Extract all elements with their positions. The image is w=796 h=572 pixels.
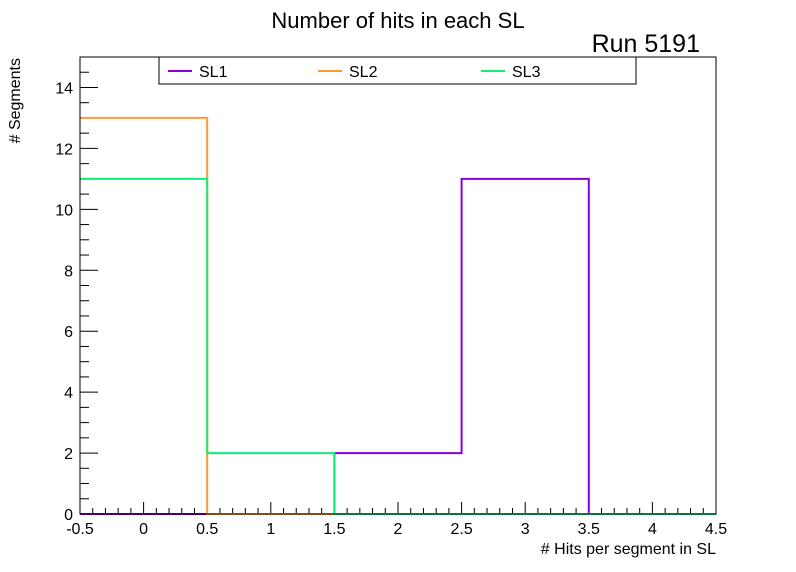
chart-title: Number of hits in each SL xyxy=(271,8,524,33)
legend-label: SL2 xyxy=(349,64,378,81)
x-tick-label: 0.5 xyxy=(196,521,218,538)
y-tick-label: 14 xyxy=(55,80,73,97)
x-tick-label: 3 xyxy=(521,521,530,538)
x-tick-label: 1 xyxy=(266,521,275,538)
y-tick-label: 12 xyxy=(55,141,73,158)
x-tick-label: 4.5 xyxy=(705,521,727,538)
x-tick-label: 2.5 xyxy=(450,521,472,538)
x-tick-label: 4 xyxy=(648,521,657,538)
y-tick-label: 6 xyxy=(64,324,73,341)
x-tick-label: 2 xyxy=(394,521,403,538)
y-tick-label: 4 xyxy=(64,385,73,402)
x-tick-label: 3.5 xyxy=(578,521,600,538)
legend: SL1 SL2 SL3 xyxy=(158,56,637,85)
x-tick-label: 1.5 xyxy=(323,521,345,538)
x-tick-label: -0.5 xyxy=(66,521,94,538)
legend-box xyxy=(158,56,637,85)
y-tick-label: 8 xyxy=(64,263,73,280)
legend-label: SL1 xyxy=(199,64,228,81)
legend-entry-sl1: SL1 xyxy=(168,64,228,81)
legend-label: SL3 xyxy=(512,64,541,81)
y-tick-label: 0 xyxy=(64,507,73,524)
legend-entry-sl2: SL2 xyxy=(318,64,378,81)
y-axis-label: # Segments xyxy=(7,58,24,143)
x-axis-label: # Hits per segment in SL xyxy=(541,541,716,558)
x-tick-label: 0 xyxy=(139,521,148,538)
y-tick-label: 2 xyxy=(64,446,73,463)
y-tick-label: 10 xyxy=(55,202,73,219)
run-label: Run 5191 xyxy=(592,30,700,58)
legend-entry-sl3: SL3 xyxy=(481,64,541,81)
